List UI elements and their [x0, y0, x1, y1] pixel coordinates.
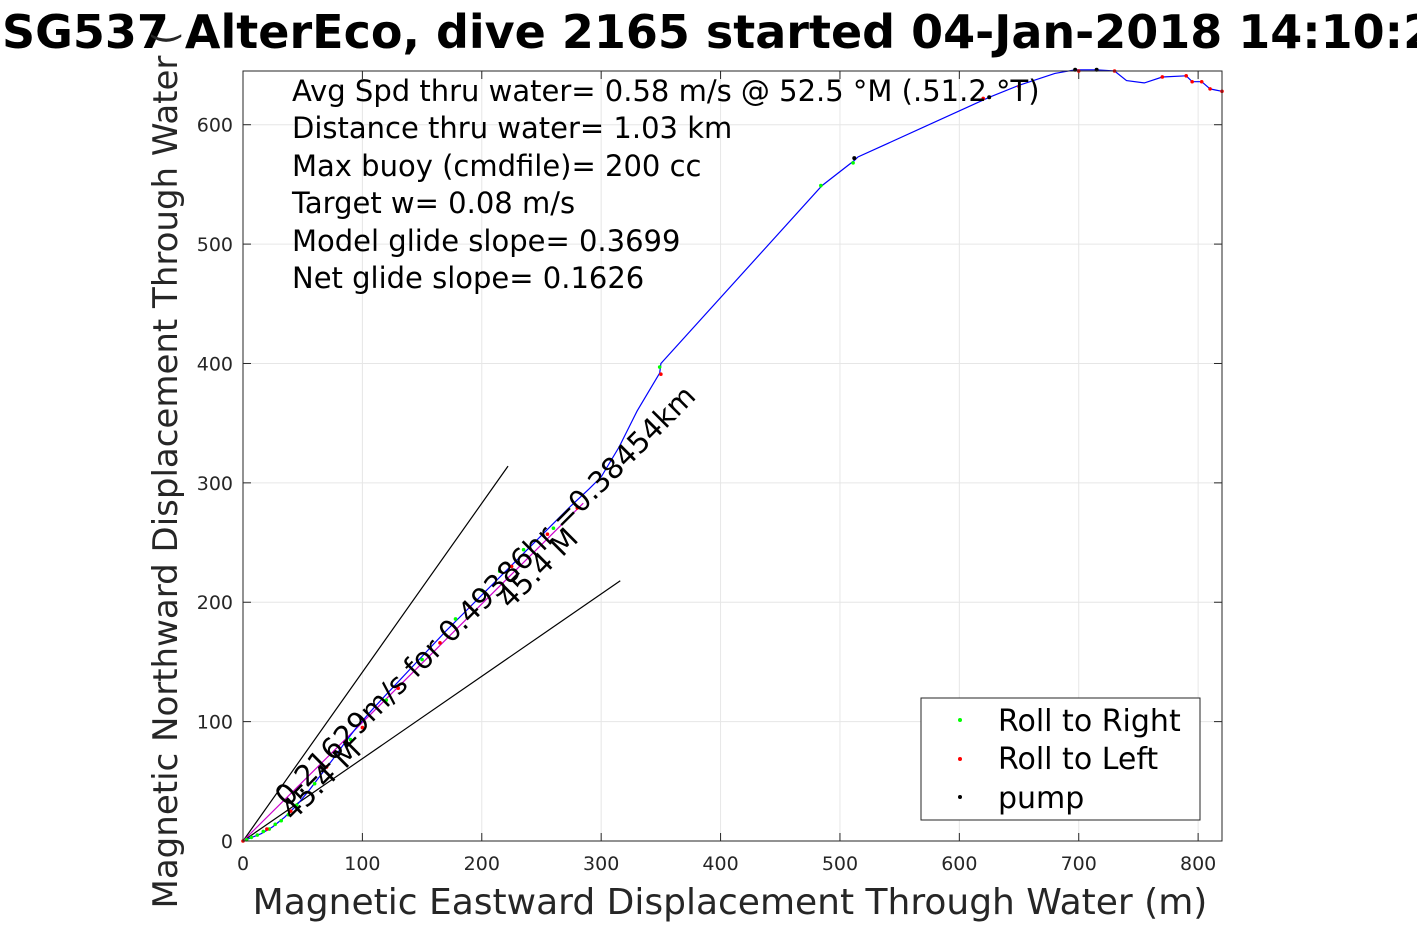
roll-left-point [545, 532, 550, 536]
roll-left-point [1160, 75, 1165, 79]
legend-roll-right-marker [958, 718, 962, 722]
y-axis-label: Magnetic Northward Displacement Through … [146, 32, 186, 909]
legend-pump-label: pump [998, 781, 1084, 816]
chart-title: SG537 AlterEco, dive 2165 started 04-Jan… [2, 5, 1417, 59]
roll-left-point [659, 372, 663, 377]
roll-right-point [657, 365, 662, 369]
legend-pump-marker [958, 795, 962, 799]
stat-max-buoy: Max buoy (cmdfile)= 200 cc [292, 149, 701, 183]
track-series [242, 69, 1223, 842]
roll-right-point [384, 698, 389, 702]
y-tick-label: 300 [197, 473, 233, 495]
roll-right-point [255, 833, 260, 837]
x-axis-label: Magnetic Eastward Displacement Through W… [253, 882, 1208, 923]
reference-line [242, 465, 509, 842]
roll-right-point [479, 588, 484, 593]
roll-left-point [360, 725, 365, 730]
x-tick-label: 700 [1061, 853, 1097, 875]
reference-lines [242, 465, 621, 842]
roll-left-point [468, 605, 472, 609]
roll-right-point [551, 526, 556, 531]
reference-line [242, 502, 584, 842]
roll-right-point [279, 818, 284, 823]
x-tick-label: 400 [702, 853, 738, 875]
reference-line [242, 580, 621, 842]
roll-right-point [294, 803, 299, 807]
roll-left-point [265, 827, 269, 831]
stat-avg-speed: Avg Spd thru water= 0.58 m/s @ 52.5 °M (… [292, 74, 1040, 108]
y-tick-label: 400 [197, 353, 233, 375]
x-tick-label: 600 [941, 853, 977, 875]
roll-right-point [819, 183, 823, 188]
roll-left-point [1184, 73, 1188, 78]
y-tick-label: 100 [197, 712, 233, 734]
roll-right-point [497, 569, 502, 574]
pump-point [852, 156, 857, 161]
plot-axes-box [242, 70, 1223, 842]
x-tick-labels: 0 100 200 300 400 500 600 700 800 [237, 853, 1216, 875]
roll-left-point [509, 564, 514, 569]
x-tick-label: 500 [822, 853, 858, 875]
roll-right-point [312, 781, 317, 786]
roll-left-point [575, 506, 580, 510]
y-tick-label: 200 [197, 592, 233, 614]
stats-block: Avg Spd thru water= 0.58 m/s @ 52.5 °M (… [291, 74, 1040, 295]
roll-left-point [1199, 79, 1204, 84]
stat-distance: Distance thru water= 1.03 km [292, 111, 732, 145]
x-tick-label: 300 [583, 853, 619, 875]
stat-target-w: Target w= 0.08 m/s [291, 186, 575, 220]
y-tick-label: 500 [197, 234, 233, 256]
track-markers [241, 67, 1224, 843]
legend: Roll to Right Roll to Left pump [920, 697, 1201, 821]
x-tick-label: 200 [464, 853, 500, 875]
roll-left-point [288, 809, 293, 813]
roll-right-point [521, 547, 526, 552]
roll-right-point [453, 617, 458, 621]
roll-left-point [1208, 87, 1212, 91]
roll-right-point [420, 657, 424, 662]
roll-right-point [261, 829, 266, 834]
y-tick-label: 0 [221, 831, 233, 853]
stat-net-glide: Net glide slope= 0.1626 [292, 261, 644, 295]
legend-roll-left-label: Roll to Left [998, 742, 1158, 777]
roll-right-point [348, 737, 353, 742]
roll-left-point [981, 96, 986, 101]
track-line [242, 69, 1223, 842]
legend-roll-right-label: Roll to Right [998, 704, 1181, 739]
x-tick-label: 0 [237, 853, 249, 875]
y-tick-labels: 0 100 200 300 400 500 600 [197, 115, 233, 853]
roll-right-point [851, 161, 855, 165]
x-tick-label: 800 [1180, 853, 1216, 875]
roll-right-point [249, 835, 254, 840]
pump-point [987, 95, 992, 100]
roll-left-point [324, 765, 329, 769]
legend-roll-left-marker [958, 757, 962, 761]
roll-left-point [1190, 79, 1194, 84]
x-tick-label: 100 [344, 853, 380, 875]
stat-model-glide: Model glide slope= 0.3699 [292, 224, 680, 258]
roll-left-point [1017, 84, 1021, 89]
roll-right-point [286, 812, 291, 817]
roll-left-point [396, 686, 401, 690]
legend-box [920, 697, 1201, 821]
roll-right-point [273, 822, 278, 827]
y-tick-label: 600 [197, 115, 233, 137]
roll-left-point [438, 641, 442, 645]
